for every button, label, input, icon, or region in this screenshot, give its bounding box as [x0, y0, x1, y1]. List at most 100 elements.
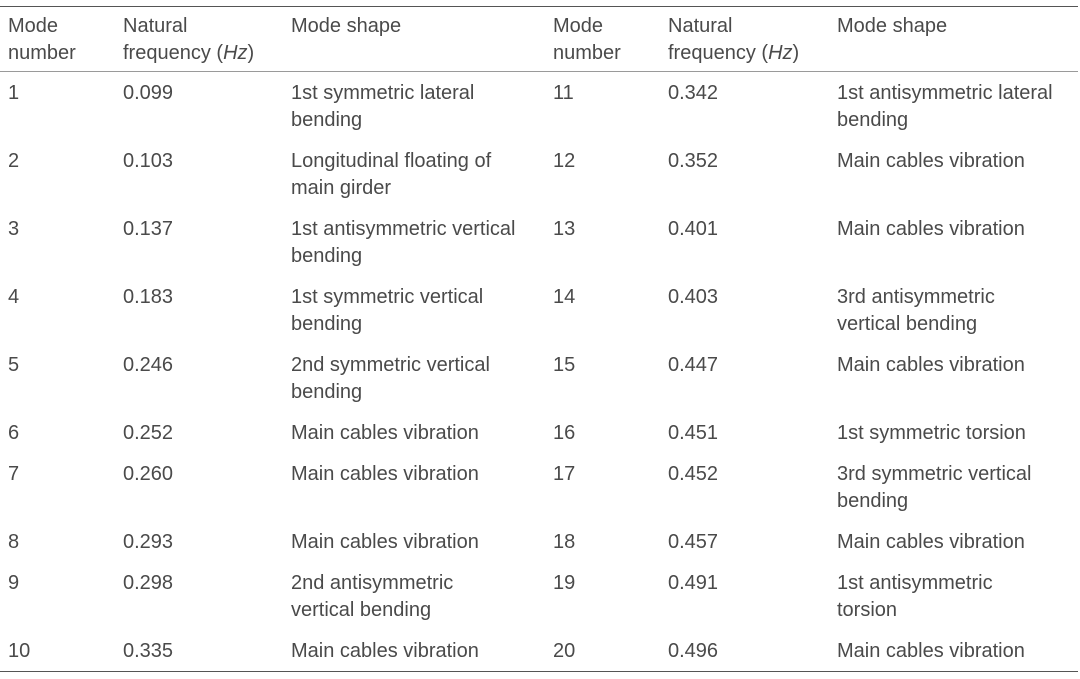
header-unit: Hz	[223, 42, 248, 64]
frequency-cell: 0.452	[668, 463, 719, 485]
mode-number-cell: 1	[8, 82, 20, 104]
mode-number-cell: 10	[8, 640, 31, 662]
header-text: Mode	[8, 15, 59, 37]
frequency-cell: 0.335	[123, 640, 174, 662]
header-text: Natural	[123, 15, 188, 37]
mode-number-cell: 11	[553, 82, 574, 104]
mode-shape-line: Main cables vibration	[291, 463, 479, 485]
mode-shape-line: Main cables vibration	[291, 422, 479, 444]
mode-shape-cell: 1st symmetric lateral bending	[291, 80, 553, 134]
mode-shape-cell: Main cables vibration	[291, 420, 553, 447]
mode-number-cell: 19	[553, 572, 576, 594]
mode-shape-line: 1st symmetric vertical	[291, 286, 484, 308]
mode-number-cell: 18	[553, 531, 576, 553]
frequency-cell: 0.457	[668, 531, 719, 553]
frequency-cell: 0.352	[668, 150, 719, 172]
table-row: 2 0.103 Longitudinal floating of main gir…	[0, 140, 1078, 208]
header-mode-number-right: Mode number	[553, 13, 668, 67]
table-row: 10 0.335 Main cables vibration 20 0.496 …	[0, 630, 1078, 671]
mode-frequency-table: Mode number Natural frequency (Hz) Mode …	[0, 6, 1078, 672]
mode-shape-line: bending	[291, 109, 363, 131]
mode-shape-line: main girder	[291, 177, 392, 199]
table-header-row: Mode number Natural frequency (Hz) Mode …	[0, 7, 1078, 72]
mode-number-cell: 3	[8, 218, 20, 240]
mode-shape-line: 3rd antisymmetric	[837, 286, 995, 308]
mode-shape-line: 1st antisymmetric lateral	[837, 82, 1053, 104]
frequency-cell: 0.252	[123, 422, 174, 444]
header-natural-frequency-left: Natural frequency (Hz)	[123, 13, 291, 67]
frequency-cell: 0.447	[668, 354, 719, 376]
mode-shape-cell: Main cables vibration	[837, 638, 1078, 665]
mode-shape-line: torsion	[837, 599, 898, 621]
mode-number-cell: 20	[553, 640, 576, 662]
frequency-cell: 0.183	[123, 286, 174, 308]
mode-shape-cell: Main cables vibration	[291, 461, 553, 488]
header-text: number	[8, 42, 76, 64]
header-text: )	[792, 42, 800, 64]
header-text: )	[247, 42, 255, 64]
mode-shape-cell: 3rd symmetric vertical bending	[837, 461, 1078, 515]
mode-number-cell: 15	[553, 354, 576, 376]
mode-shape-line: bending	[837, 109, 909, 131]
mode-number-cell: 17	[553, 463, 576, 485]
mode-shape-cell: 2nd antisymmetric vertical bending	[291, 570, 553, 624]
mode-shape-line: 1st antisymmetric vertical	[291, 218, 516, 240]
mode-number-cell: 14	[553, 286, 576, 308]
header-text: frequency (Hz)	[123, 40, 291, 67]
mode-shape-line: bending	[837, 490, 909, 512]
mode-number-cell: 6	[8, 422, 20, 444]
mode-shape-line: bending	[291, 313, 363, 335]
frequency-cell: 0.246	[123, 354, 174, 376]
mode-shape-line: 3rd symmetric vertical	[837, 463, 1032, 485]
mode-shape-cell: Longitudinal floating of main girder	[291, 148, 553, 202]
mode-shape-cell: Main cables vibration	[837, 352, 1078, 379]
header-text: Natural	[668, 15, 733, 37]
mode-shape-line: Main cables vibration	[291, 640, 479, 662]
mode-shape-line: Main cables vibration	[837, 531, 1025, 553]
table-row: 7 0.260 Main cables vibration 17 0.452 3…	[0, 453, 1078, 521]
frequency-cell: 0.260	[123, 463, 174, 485]
mode-shape-cell: Main cables vibration	[837, 529, 1078, 556]
mode-shape-line: Main cables vibration	[837, 218, 1025, 240]
mode-number-cell: 13	[553, 218, 576, 240]
mode-shape-cell: 1st antisymmetric torsion	[837, 570, 1078, 624]
mode-shape-cell: 1st symmetric torsion	[837, 420, 1078, 447]
frequency-cell: 0.293	[123, 531, 174, 553]
frequency-cell: 0.401	[668, 218, 719, 240]
mode-shape-line: bending	[291, 245, 363, 267]
frequency-cell: 0.137	[123, 218, 174, 240]
header-text: frequency (Hz)	[668, 40, 837, 67]
mode-number-cell: 8	[8, 531, 20, 553]
header-text: Mode shape	[837, 15, 948, 37]
header-text: Mode	[553, 15, 604, 37]
mode-number-cell: 4	[8, 286, 20, 308]
header-mode-shape-right: Mode shape	[837, 13, 1078, 40]
mode-shape-cell: 1st symmetric vertical bending	[291, 284, 553, 338]
mode-shape-line: Main cables vibration	[837, 354, 1025, 376]
mode-number-cell: 9	[8, 572, 20, 594]
mode-shape-line: 2nd antisymmetric	[291, 572, 454, 594]
mode-number-cell: 7	[8, 463, 20, 485]
mode-shape-cell: 1st antisymmetric lateral bending	[837, 80, 1078, 134]
frequency-cell: 0.451	[668, 422, 719, 444]
header-natural-frequency-right: Natural frequency (Hz)	[668, 13, 837, 67]
header-text: frequency (	[123, 42, 224, 64]
header-text: number	[553, 42, 621, 64]
mode-shape-line: 2nd symmetric vertical	[291, 354, 490, 376]
table-row: 1 0.099 1st symmetric lateral bending 11 …	[0, 72, 1078, 140]
mode-shape-line: Main cables vibration	[837, 150, 1025, 172]
mode-shape-line: vertical bending	[291, 599, 432, 621]
mode-number-cell: 12	[553, 150, 576, 172]
mode-shape-line: Main cables vibration	[837, 640, 1025, 662]
frequency-cell: 0.496	[668, 640, 719, 662]
header-text: Mode shape	[291, 15, 402, 37]
mode-shape-cell: Main cables vibration	[291, 638, 553, 665]
mode-number-cell: 5	[8, 354, 20, 376]
header-text: frequency (	[668, 42, 769, 64]
mode-shape-cell: Main cables vibration	[837, 216, 1078, 243]
mode-shape-cell: Main cables vibration	[837, 148, 1078, 175]
mode-shape-line: 1st antisymmetric	[837, 572, 993, 594]
frequency-cell: 0.103	[123, 150, 174, 172]
header-mode-shape-left: Mode shape	[291, 13, 553, 40]
mode-shape-line: 1st symmetric lateral	[291, 82, 475, 104]
